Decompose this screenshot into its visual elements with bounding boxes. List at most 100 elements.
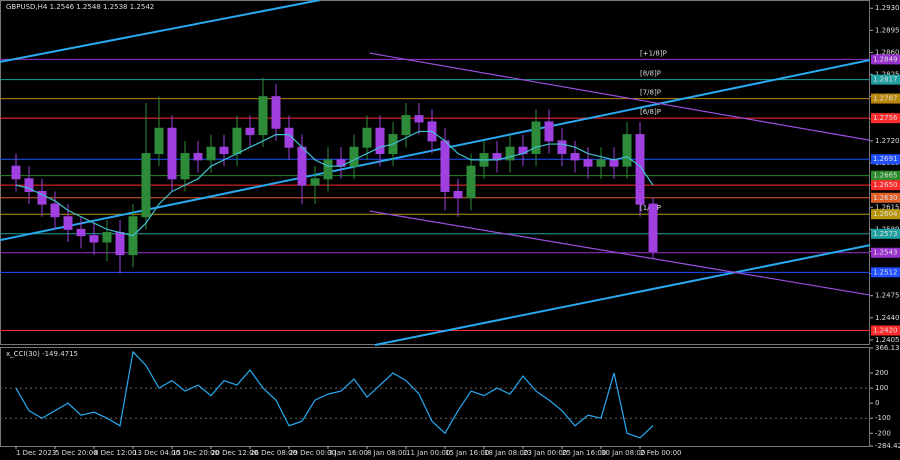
level-tag: [7/8]P <box>640 89 661 97</box>
x-tick-label: 5 Dec 20:00 <box>55 449 98 457</box>
candle-body <box>453 190 463 199</box>
level-label-box <box>871 113 900 124</box>
candle-body <box>583 159 593 167</box>
x-tick-label: 18 Jan 08:00 <box>484 449 528 457</box>
y-tick-label: 1.2475 <box>875 292 900 300</box>
candle-body <box>362 127 372 148</box>
candle-body <box>245 127 255 136</box>
candle-body <box>167 127 177 180</box>
candle-body <box>232 127 242 155</box>
candle-body <box>115 232 125 256</box>
candle-body <box>76 228 86 237</box>
y-tick-label: 1.2930 <box>875 4 900 12</box>
level-label-box <box>871 209 900 220</box>
candle-body <box>11 165 21 180</box>
x-tick-label: 2 Feb 00:00 <box>640 449 681 457</box>
level-label: 1.2787 <box>873 95 898 103</box>
level-tag: [8/8]P <box>640 70 661 78</box>
candle-body <box>648 203 658 252</box>
candle-body <box>414 115 424 123</box>
candle-body <box>622 134 632 167</box>
level-label: 1.2665 <box>873 172 898 180</box>
cci-tick-label: 100 <box>875 384 888 392</box>
candle-body <box>505 146 515 161</box>
price-panel <box>0 0 870 345</box>
x-tick-label: 8 Jan 08:00 <box>367 449 407 457</box>
level-label-box <box>871 180 900 191</box>
level-label: 1.2573 <box>873 230 898 238</box>
level-tag: [6/8]P <box>640 108 661 116</box>
candle-body <box>440 140 450 192</box>
x-tick-label: 3 Jan 16:00 <box>328 449 368 457</box>
candle-body <box>297 146 307 186</box>
candle-body <box>596 159 606 167</box>
candle-body <box>375 127 385 155</box>
candle-body <box>466 165 476 199</box>
cci-tick-label: -200 <box>875 429 891 437</box>
level-label: 1.2756 <box>873 114 898 122</box>
level-label-box <box>871 228 900 239</box>
x-tick-label: 8 Dec 12:00 <box>94 449 137 457</box>
candle-body <box>193 153 203 161</box>
cci-tick-label: -100 <box>875 414 891 422</box>
trendline <box>369 52 871 141</box>
level-label: 1.2849 <box>873 55 898 63</box>
candle-body <box>219 146 229 155</box>
candle-body <box>180 153 190 180</box>
candle-body <box>258 96 268 136</box>
x-tick-label: 29 Dec 00:00 <box>289 449 336 457</box>
level-label-box <box>871 74 900 85</box>
cci-tick-label: 0 <box>875 399 879 407</box>
candle-body <box>635 134 645 205</box>
candle-body <box>37 190 47 205</box>
candle-body <box>557 140 567 155</box>
candle-body <box>349 146 359 167</box>
level-label: 1.2630 <box>873 194 898 202</box>
candle-body <box>609 159 619 167</box>
candle-body <box>141 153 151 218</box>
x-tick-label: 15 Jan 16:00 <box>445 449 489 457</box>
cci-tick-label: -284.4200 <box>875 442 900 450</box>
level-label: 1.2650 <box>873 181 898 189</box>
candle-body <box>102 232 112 243</box>
y-tick-label: 1.2615 <box>875 203 900 211</box>
x-tick-label: 23 Jan 00:00 <box>523 449 567 457</box>
level-label: 1.2420 <box>873 326 898 334</box>
candle-body <box>206 146 216 161</box>
candle-body <box>531 121 541 155</box>
candle-body <box>401 115 411 136</box>
candle-body <box>544 121 554 142</box>
level-label-box <box>871 267 900 278</box>
candle-body <box>50 203 60 218</box>
x-tick-label: 25 Jan 16:00 <box>562 449 606 457</box>
candle-body <box>310 178 320 186</box>
level-label-box <box>871 192 900 203</box>
x-tick-label: 13 Dec 04:00 <box>133 449 180 457</box>
x-tick-label: 26 Dec 08:00 <box>250 449 297 457</box>
level-label: 1.2512 <box>873 268 898 276</box>
candle-body <box>323 159 333 180</box>
level-label-box <box>871 93 900 104</box>
level-label: 1.2817 <box>873 76 898 84</box>
candle-body <box>570 153 580 161</box>
level-label-box <box>871 154 900 165</box>
cci-tick-label: 366.1356 <box>875 344 900 352</box>
x-tick-label: 1 Dec 2023 <box>16 449 56 457</box>
chart-title: GBPUSD,H4 1.2546 1.2548 1.2538 1.2542 <box>6 3 154 11</box>
level-label-box <box>871 54 900 65</box>
x-tick-label: 20 Dec 12:00 <box>211 449 258 457</box>
cci-title: x_CCI(30) -149.4715 <box>6 350 78 358</box>
level-label-box <box>871 170 900 181</box>
level-label-box <box>871 247 900 258</box>
y-tick-label: 1.2895 <box>875 26 900 34</box>
candle-body <box>24 178 34 192</box>
cci-panel <box>0 347 870 447</box>
moving-average <box>15 130 654 237</box>
trendline <box>0 0 321 63</box>
level-label: 1.2604 <box>873 210 898 218</box>
level-tag: [+1/8]P <box>640 49 667 57</box>
trendline <box>374 244 871 346</box>
x-tick-label: 30 Jan 08:00 <box>601 449 645 457</box>
